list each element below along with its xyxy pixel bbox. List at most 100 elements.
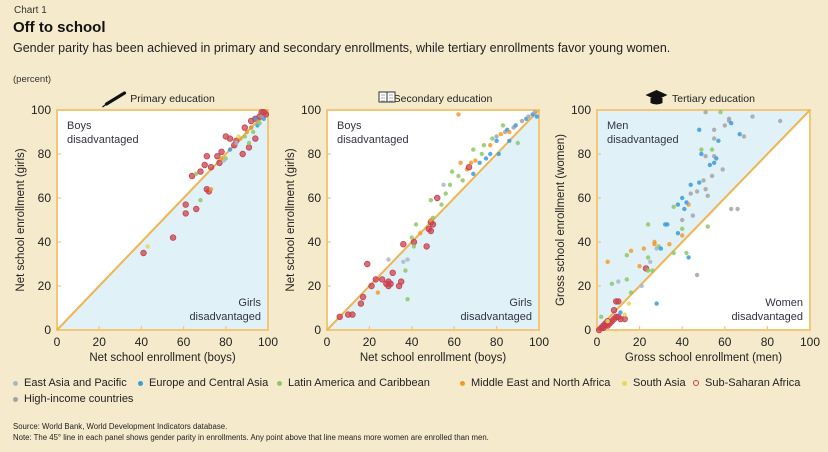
panel-primary-education: 00 20 20 40 40 60 60 80 80 100 100 Boys disadvantage… xyxy=(15,91,278,364)
data-point-eca xyxy=(662,222,668,227)
pen-tip xyxy=(102,103,107,108)
data-point-lac xyxy=(257,121,262,126)
legend-item-mena: Middle East and North Africa xyxy=(460,377,610,389)
data-point-ssa xyxy=(193,205,200,213)
data-point-hi xyxy=(728,206,734,212)
legend-item-eap: East Asia and Pacific xyxy=(13,377,127,389)
data-point-eca xyxy=(707,162,713,168)
data-point-lac xyxy=(705,224,710,229)
y-tick-label: 100 xyxy=(31,103,51,117)
data-point-hi xyxy=(701,178,706,183)
data-point-lac xyxy=(251,129,256,135)
data-point-sa xyxy=(236,134,241,139)
data-point-mena xyxy=(667,242,672,247)
data-point-hi xyxy=(709,173,715,179)
source-note: Source: World Bank, World Development In… xyxy=(13,422,228,431)
data-point-lac xyxy=(490,136,495,141)
data-point-eca xyxy=(488,151,493,157)
graduation-cap-icon xyxy=(645,90,668,105)
data-point-eca xyxy=(471,171,476,176)
data-point-eca xyxy=(680,195,685,201)
data-point-eca xyxy=(716,138,721,143)
chart-title: Off to school xyxy=(13,19,106,36)
data-point-ssa xyxy=(423,243,430,250)
y-tick-label: 0 xyxy=(314,323,321,337)
data-point-lac xyxy=(645,222,651,227)
annotation-lower-right: Women xyxy=(765,297,803,309)
x-tick-label: 40 xyxy=(135,335,149,349)
data-point-lac xyxy=(456,173,461,179)
data-point-eap xyxy=(405,257,410,262)
data-point-lac xyxy=(628,290,634,295)
data-point-eca xyxy=(658,246,664,251)
data-point-lac xyxy=(515,140,520,146)
data-point-hi xyxy=(741,134,747,139)
x-tick-label: 60 xyxy=(718,335,732,349)
data-point-ssa xyxy=(359,293,367,301)
data-point-mena xyxy=(605,259,610,264)
y-tick-label: 100 xyxy=(571,103,591,117)
data-point-lac xyxy=(500,123,506,128)
data-point-lac xyxy=(409,235,414,240)
data-point-ssa xyxy=(434,194,441,202)
data-point-hi xyxy=(494,134,499,139)
data-point-hi xyxy=(694,189,700,194)
data-point-ssa xyxy=(398,278,405,285)
data-point-ssa xyxy=(621,315,628,323)
data-point-mena xyxy=(488,143,493,148)
x-tick-label: 100 xyxy=(800,335,820,349)
legend-marker-icon xyxy=(13,396,18,402)
data-point-hi xyxy=(680,217,685,223)
data-point-mena xyxy=(473,158,478,163)
annotation-upper-left: disadvantaged xyxy=(607,134,679,146)
data-point-lac xyxy=(405,297,410,302)
data-points xyxy=(336,110,540,320)
legend-marker-icon xyxy=(693,380,699,386)
data-point-mena xyxy=(208,187,214,192)
data-point-ssa xyxy=(169,234,177,241)
data-point-lac xyxy=(194,171,199,176)
data-point-mena xyxy=(498,132,504,137)
data-point-mena xyxy=(248,125,254,130)
data-point-hi xyxy=(688,191,693,196)
data-point-lac xyxy=(449,169,455,174)
data-point-lac xyxy=(718,110,723,115)
data-point-ssa xyxy=(357,300,365,307)
data-point-hi xyxy=(711,127,717,132)
data-point-ssa xyxy=(207,163,215,171)
x-tick-label: 80 xyxy=(219,335,233,349)
pen-icon xyxy=(102,91,127,108)
data-point-lac xyxy=(242,134,247,139)
data-point-eap xyxy=(648,259,653,264)
data-point-lac xyxy=(479,151,484,157)
data-point-mena xyxy=(652,239,657,245)
data-point-ssa xyxy=(378,276,386,283)
data-point-ssa xyxy=(197,168,204,175)
data-point-hi xyxy=(720,167,725,172)
data-point-ssa xyxy=(389,269,396,276)
y-tick-label: 100 xyxy=(301,103,321,117)
legend-label: Latin America and Caribbean xyxy=(288,377,430,389)
data-point-ssa xyxy=(400,240,407,248)
data-point-mena xyxy=(507,129,512,135)
x-tick-label: 40 xyxy=(405,335,419,349)
data-point-lac xyxy=(699,147,704,152)
data-point-eap xyxy=(441,182,446,187)
data-point-ssa xyxy=(368,282,375,290)
pen-body xyxy=(104,91,127,106)
unit-label: (percent) xyxy=(13,74,52,85)
data-point-hi xyxy=(735,206,740,212)
panel-title: Secondary education xyxy=(394,93,493,105)
data-point-lac xyxy=(481,143,487,148)
data-point-mena xyxy=(468,160,474,165)
data-point-ssa xyxy=(364,260,371,268)
data-point-eca xyxy=(253,116,258,122)
data-point-eca xyxy=(675,231,681,236)
data-point-ssa xyxy=(610,307,618,314)
x-tick-label: 0 xyxy=(594,335,601,349)
data-point-sa xyxy=(145,244,150,249)
data-point-eap xyxy=(616,279,621,284)
y-axis-label: Gross school enrollment (women) xyxy=(555,134,567,306)
y-tick-label: 60 xyxy=(578,191,592,205)
data-point-hi xyxy=(726,116,732,122)
